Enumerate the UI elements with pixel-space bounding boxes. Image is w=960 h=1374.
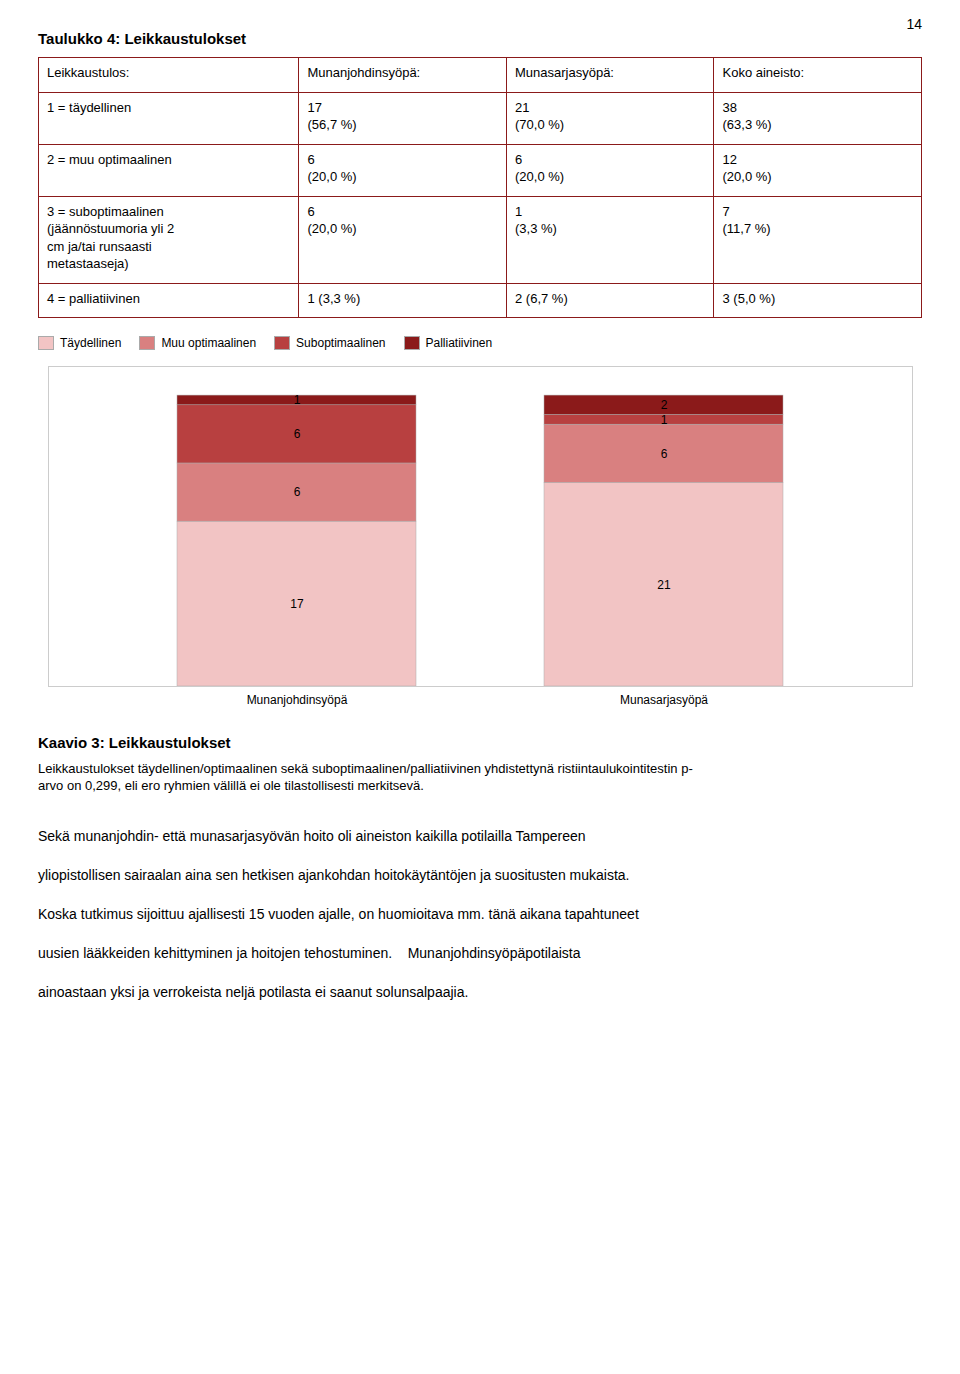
svg-text:17: 17 [290,597,304,611]
html-text:12 (20,0 %): 12 (20,0 %) [722,151,772,185]
html-text:6 (20,0 %): 6 (20,0 %) [307,151,357,185]
html-text:1 (3,3 %): 1 (3,3 %) [307,290,361,306]
html-text:38 (63,3 %): 38 (63,3 %) [722,99,772,133]
html-text:yliopistollisen sairaalan aina: yliopistollisen sairaalan aina sen hetki… [38,867,630,884]
html-text:17 (56,7 %): 17 (56,7 %) [307,99,357,133]
svg-text:2: 2 [661,399,668,413]
html-text:7 (11,7 %): 7 (11,7 %) [722,203,771,237]
html-text:14: 14 [906,16,922,32]
html-text:Täydellinen: Täydellinen [60,336,122,351]
html-text:Palliatiivinen: Palliatiivinen [425,336,493,351]
html-text:2 = muu optimaalinen: 2 = muu optimaalinen [47,151,172,167]
html-text:1 (3,3 %): 1 (3,3 %) [515,203,557,237]
html-text:Sekä munanjohdin- että munasar: Sekä munanjohdin- että munasarjasyövän h… [38,828,586,845]
svg-text:6: 6 [294,428,301,442]
html-text:1 = täydellinen: 1 = täydellinen [47,99,132,115]
html-text:21 (70,0 %): 21 (70,0 %) [515,99,565,133]
html-text:Taulukko 4: Leikkaustulokset: Taulukko 4: Leikkaustulokset [38,30,247,47]
html-text:Munasarjasyöpä:: Munasarjasyöpä: [515,65,614,80]
html-text:Koko aineisto:: Koko aineisto: [722,65,805,80]
html-text:Munanjohdinsyöpä:: Munanjohdinsyöpä: [307,65,421,80]
svg-text:6: 6 [294,486,301,500]
html-text:6 (20,0 %): 6 (20,0 %) [307,203,357,237]
html-text:Suboptimaalinen: Suboptimaalinen [296,336,386,351]
html-text:Leikkaustulos:: Leikkaustulos: [47,65,130,80]
html-text:6 (20,0 %): 6 (20,0 %) [515,151,565,185]
html-text:Muu optimaalinen: Muu optimaalinen [161,336,257,351]
svg-text:1: 1 [661,413,668,427]
svg-text:Munanjohdinsyöpä: Munanjohdinsyöpä [247,693,348,707]
svg-text:21: 21 [657,578,671,592]
svg-text:1: 1 [294,394,301,408]
html-text:Kaavio 3: Leikkaustulokset: Kaavio 3: Leikkaustulokset [38,734,231,752]
html-text:Koska tutkimus sijoittuu ajall: Koska tutkimus sijoittuu ajallisesti 15 … [38,906,639,923]
html-text:ainoastaan yksi ja verrokeista: ainoastaan yksi ja verrokeista neljä pot… [38,984,469,1000]
html-text:3 = suboptimaalinen (jäännöstu: 3 = suboptimaalinen (jäännöstuumoria yli… [47,203,175,272]
html-text:3 (5,0 %): 3 (5,0 %) [722,290,776,306]
html-text:2 (6,7 %): 2 (6,7 %) [515,290,568,306]
svg-text:6: 6 [661,447,668,461]
html-text:Leikkaustulokset täydellinen/o: Leikkaustulokset täydellinen/optimaaline… [38,761,693,777]
html-text:4 = palliatiivinen: 4 = palliatiivinen [47,290,140,306]
html-text:uusien lääkkeiden kehittyminen: uusien lääkkeiden kehittyminen ja hoitoj… [38,945,581,962]
svg-text:Munasarjasyöpä: Munasarjasyöpä [620,693,708,707]
html-text:arvo on 0,299, eli ero ryhmien: arvo on 0,299, eli ero ryhmien välillä e… [38,778,424,794]
